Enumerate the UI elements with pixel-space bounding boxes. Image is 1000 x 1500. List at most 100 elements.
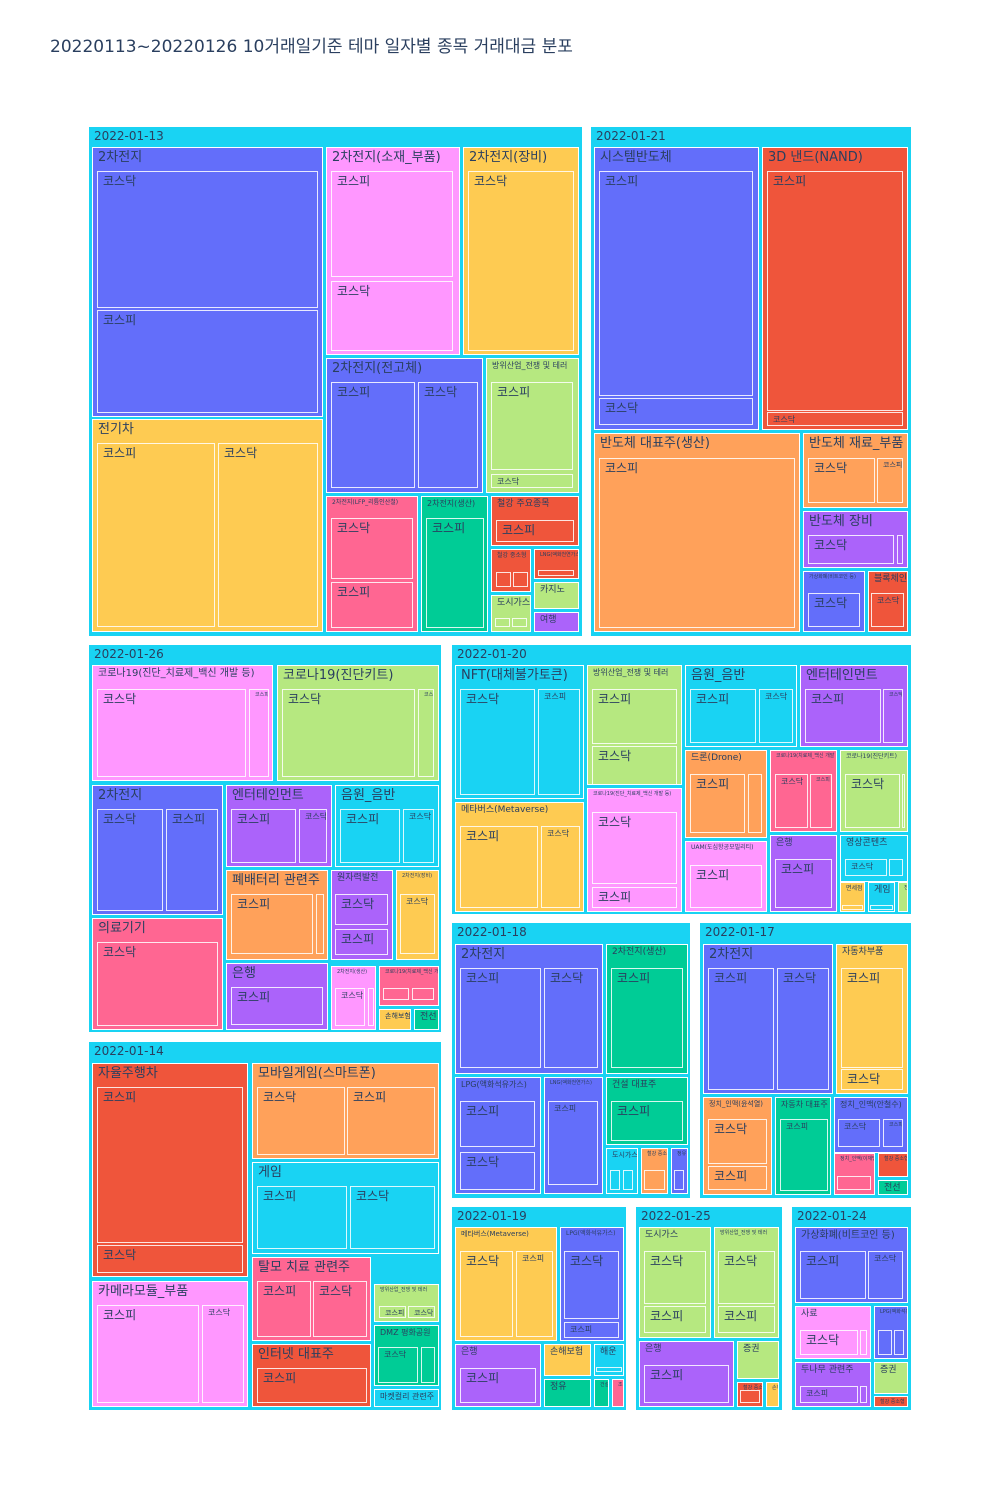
treemap-label: 가상화폐(비트코인 등) [801,1230,895,1241]
treemap-theme: 2차전지 코스닥 코스피 [92,147,323,417]
treemap-stock [623,1170,633,1190]
treemap-theme: LPG(액화석유가스) [874,1306,908,1359]
treemap-label: 은행 [461,1347,478,1357]
treemap-theme: 은행 코스피 [455,1344,541,1407]
treemap-label: 반도체 대표주(생산) [600,436,710,451]
treemap-label: 해운 [600,1347,617,1357]
treemap-stock: 코스닥 [335,988,365,1026]
treemap-label: 코스닥 [650,1254,684,1268]
treemap-stock: 코스피 [418,689,434,777]
treemap-stock: 코스닥 [592,746,677,784]
treemap-theme: 방위산업_전쟁 및 테러 코스피 코스닥 [374,1284,439,1322]
treemap-theme: 은행 코스피 [770,835,837,912]
treemap-theme: 방위산업_전쟁 및 테러 코스피 코스닥 [587,665,682,785]
treemap-label: 코스닥 [851,777,885,791]
treemap-label: 2022-01-24 [797,1209,867,1223]
treemap-stock: 코스닥 [871,593,904,627]
chart-title: 20220113~20220126 10거래일기준 테마 일자별 종목 거래대금… [50,37,573,57]
treemap-stock [894,1330,904,1355]
treemap-label: 코스피 [847,971,881,985]
treemap-label: 전기차 [98,422,134,437]
treemap-theme: 가상화폐(비트코인 등) 코스피 코스닥 [795,1227,908,1303]
treemap-label: 2차전지 [461,947,506,962]
treemap-label: 코스피 [346,812,380,826]
treemap-label: 코스피 [544,692,567,701]
treemap-theme: 2차전지(LFP_리튬인산철) 코스닥 코스피 [326,496,418,632]
treemap-stock: 코스닥 [97,809,163,911]
treemap-stock [878,1330,892,1355]
treemap-theme: 2차전지 코스피 코스닥 [703,944,833,1094]
treemap-label: UAM(도심항공모빌리티) [691,844,754,851]
treemap-label: 코스닥 [550,971,584,985]
treemap-theme: 전선 [878,1180,908,1195]
treemap-stock: 코스닥 [282,689,415,777]
treemap-label: 코로나19(진단_치료제_백신 개발 등) [98,668,255,679]
treemap-theme: 게임 코스피 코스닥 [252,1162,439,1254]
treemap-stock [495,618,510,627]
treemap-label: 코스피 [696,692,730,706]
treemap-label: 코스닥 [814,538,848,552]
treemap-theme: 정유 [671,1148,688,1194]
treemap-stock: 코스피 [97,310,318,413]
treemap-stock: 코스피 [708,968,774,1090]
treemap-theme: 모바일게임(스마트폰) 코스닥 코스피 [252,1063,439,1159]
treemap-stock: 코스닥 [460,1152,535,1190]
treemap-stock: 코스닥 [460,689,535,795]
treemap-label: 코스닥 [103,1248,137,1262]
treemap-stock [421,1347,435,1383]
treemap-stock: 코스피 [426,518,484,628]
treemap-stock: 코스닥 [767,412,903,426]
treemap-theme: 손해보험 [766,1382,779,1407]
treemap-label: 2022-01-19 [457,1209,527,1223]
treemap-label: 코스닥 [288,692,322,706]
treemap-theme: 반도체 재료_부품 코스닥 코스피 [803,433,908,508]
treemap-label: 게임 [258,1165,282,1180]
treemap-label: 코스피 [806,1389,829,1398]
treemap-theme: 2차전지(생산) 코스피 [421,496,488,632]
treemap-day-2022-01-24: 2022-01-24 가상화폐(비트코인 등) 코스피 코스닥 사료 코스닥 LPG(액화석… [790,1205,913,1412]
treemap-theme: 음원_음반 코스피 코스닥 [335,785,439,867]
treemap-label: 2022-01-18 [457,925,527,939]
treemap-theme: 2차전지(생산) 코스닥 [331,966,376,1030]
treemap-label: 코스피 [714,971,748,985]
treemap-stock [870,905,893,910]
treemap-label: 코스피 [650,1368,684,1382]
treemap-label: 코스피 [773,174,807,188]
treemap-label: 코스닥 [224,446,258,460]
treemap-label: 2022-01-14 [94,1044,164,1058]
treemap-label: DMZ 평화공원 [380,1328,431,1337]
treemap-label: 코스피 [522,1254,545,1263]
treemap-theme: 엔터테인먼트 코스피 코스닥 [226,785,332,867]
treemap-label: 카지노 [540,585,565,595]
treemap-stock: 코스피 [335,929,388,955]
treemap-label: 코스피 [570,1325,593,1334]
treemap-label: 코스피 [172,812,206,826]
treemap-label: 도시가스 [497,598,531,608]
treemap-stock [596,1367,622,1372]
treemap-label: 반도체 재료_부품 [809,436,904,451]
treemap-label: 2차전지 [709,947,754,962]
treemap-theme: 시스템반도체 코스피 코스닥 [594,147,759,430]
treemap-stock: 코스닥 [97,171,318,308]
treemap-label: 코스닥 [424,385,458,399]
treemap-stock: 코스닥 [718,1251,775,1304]
treemap-theme: 게임 [868,882,895,912]
treemap-label: LPG(액화석유가스) [880,1309,907,1315]
treemap-stock: 코스피 [347,1087,435,1155]
treemap-stock [897,535,903,564]
treemap-label: 코스닥 [851,862,874,871]
treemap-theme: 가상화폐(비트코인 등) 코스닥 [803,571,865,632]
treemap-label: 코스닥 [103,692,137,706]
treemap-stock: 코스피 [340,809,400,863]
treemap-label: 코스닥 [305,812,327,821]
treemap-label: 2차전지 [98,788,143,803]
treemap-label: 코스피 [605,461,639,475]
treemap-stock: 코스피 [516,1251,553,1337]
treemap-theme: 전선 [414,1009,439,1030]
treemap-stock: 코스피 [491,382,573,470]
treemap-theme: 은행 코스피 [226,963,328,1030]
treemap-label: 코스피 [337,585,371,599]
treemap-theme: 3D 낸드(NAND) 코스피 코스닥 [762,147,908,430]
treemap-theme: 사료 코스닥 [795,1306,871,1359]
treemap-stock: 코스닥 [97,689,246,777]
